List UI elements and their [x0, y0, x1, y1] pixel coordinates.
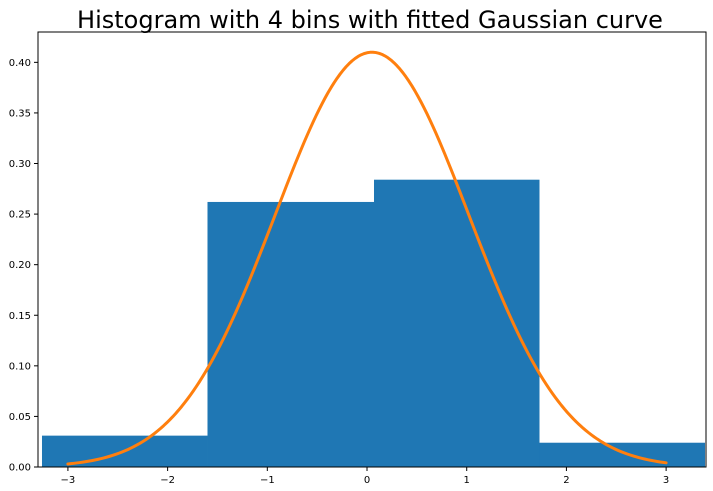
y-tick-label: 0.10 [9, 361, 31, 372]
y-tick-label: 0.05 [9, 412, 31, 423]
x-tick-label: 3 [663, 475, 669, 486]
x-axis: −3 −2 −1 0 1 2 3 [61, 467, 669, 486]
chart-title: Histogram with 4 bins with fitted Gaussi… [77, 6, 663, 34]
curve-layer [66, 50, 668, 466]
y-tick-label: 0.20 [9, 260, 31, 271]
histogram-bar-4 [539, 442, 706, 467]
y-tick-label: 0.15 [9, 311, 31, 322]
y-tick-label: 0.25 [9, 210, 31, 221]
x-tick-label: 2 [563, 475, 569, 486]
x-tick-label: −3 [61, 475, 76, 486]
histogram-bar-2 [207, 201, 374, 467]
y-tick-label: 0.30 [9, 159, 31, 170]
y-tick-label: 0.00 [9, 463, 31, 474]
bars-layer [41, 179, 706, 467]
y-tick-label: 0.40 [9, 58, 31, 69]
gaussian-curve [66, 50, 668, 466]
x-tick-label: −2 [160, 475, 175, 486]
x-tick-label: 1 [464, 475, 470, 486]
y-tick-label: 0.35 [9, 108, 31, 119]
plot-frame [37, 31, 707, 468]
x-tick-label: 0 [364, 475, 370, 486]
x-tick-label: −1 [260, 475, 275, 486]
y-axis: 0.00 0.05 0.10 0.15 0.20 0.25 0.30 0.35 0.40 [9, 58, 38, 474]
